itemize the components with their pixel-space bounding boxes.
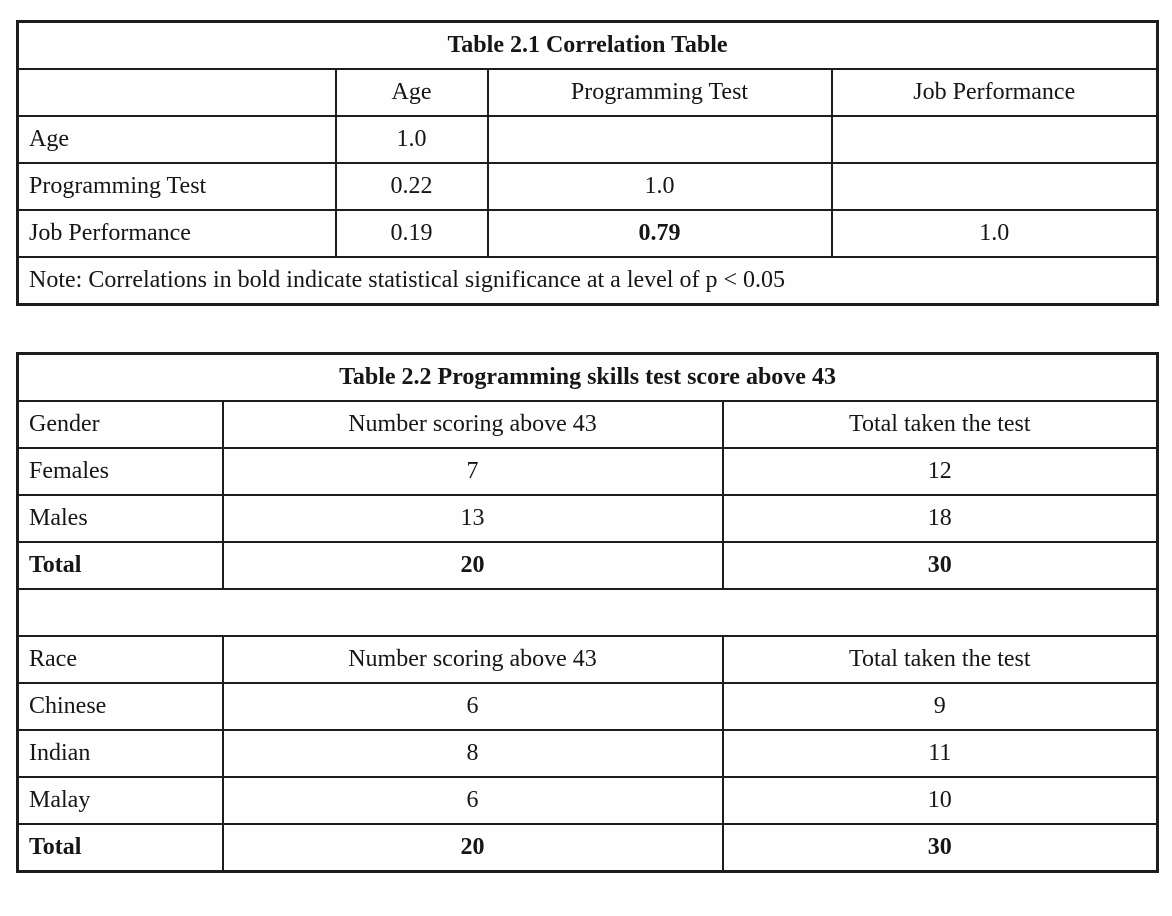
corr-value-age-job (830, 115, 1159, 164)
table-row-malay: Malay 6 10 (16, 776, 1159, 825)
corr-value-age-age: 1.0 (334, 115, 489, 164)
race-header-above: Number scoring above 43 (221, 635, 724, 684)
table-row-chinese: Chinese 6 9 (16, 682, 1159, 731)
correlation-table-header-row: Age Programming Test Job Performance (16, 68, 1159, 117)
correlation-table: Table 2.1 Correlation Table Age Programm… (16, 20, 1160, 306)
table-gap (16, 306, 1158, 352)
row-label: Age (16, 115, 337, 164)
corr-value-age-prog (486, 115, 833, 164)
table-row-age: Age 1.0 (16, 115, 1159, 164)
correlation-note: Note: Correlations in bold indicate stat… (16, 256, 1159, 306)
race-header-row: Race Number scoring above 43 Total taken… (16, 635, 1159, 684)
corr-value-prog-prog: 1.0 (486, 162, 833, 211)
section-separator-row (17, 588, 1158, 637)
race-total-row: Total 20 30 (16, 823, 1159, 873)
row-label: Indian (16, 729, 224, 778)
row-label: Females (16, 447, 224, 496)
males-above-count: 13 (221, 494, 724, 543)
corr-value-job-age: 0.19 (334, 209, 489, 258)
race-total-above-count: 20 (221, 823, 724, 873)
gender-header-total: Total taken the test (721, 400, 1159, 449)
indian-total-count: 11 (721, 729, 1159, 778)
gender-total-above-count: 20 (221, 541, 724, 590)
correlation-table-note-row: Note: Correlations in bold indicate stat… (16, 256, 1159, 306)
table-row-programming-test: Programming Test 0.22 1.0 (16, 162, 1159, 211)
corr-value-prog-job (830, 162, 1159, 211)
males-total-count: 18 (721, 494, 1159, 543)
corr-header-programming-test: Programming Test (486, 68, 833, 117)
chinese-total-count: 9 (721, 682, 1159, 731)
skills-test-table: Table 2.2 Programming skills test score … (16, 352, 1160, 873)
skills-table-title: Table 2.2 Programming skills test score … (16, 352, 1159, 402)
table-row-males: Males 13 18 (16, 494, 1159, 543)
row-label: Total (16, 823, 224, 873)
table-row-females: Females 7 12 (16, 447, 1159, 496)
document-page: Table 2.1 Correlation Table Age Programm… (16, 20, 1160, 873)
corr-header-empty (16, 68, 337, 117)
gender-total-row: Total 20 30 (16, 541, 1159, 590)
row-label: Total (16, 541, 224, 590)
correlation-table-title: Table 2.1 Correlation Table (16, 20, 1159, 70)
corr-value-prog-age: 0.22 (334, 162, 489, 211)
corr-header-age: Age (334, 68, 489, 117)
table-row-indian: Indian 8 11 (16, 729, 1159, 778)
gender-total-taken-count: 30 (721, 541, 1159, 590)
corr-value-job-job: 1.0 (830, 209, 1159, 258)
gender-header-category: Gender (16, 400, 224, 449)
malay-above-count: 6 (221, 776, 724, 825)
row-label: Programming Test (16, 162, 337, 211)
females-total-count: 12 (721, 447, 1159, 496)
race-header-category: Race (16, 635, 224, 684)
chinese-above-count: 6 (221, 682, 724, 731)
correlation-table-title-row: Table 2.1 Correlation Table (16, 20, 1159, 70)
row-label: Job Performance (16, 209, 337, 258)
row-label: Males (16, 494, 224, 543)
corr-value-job-prog-significant: 0.79 (486, 209, 833, 258)
indian-above-count: 8 (221, 729, 724, 778)
row-label: Chinese (16, 682, 224, 731)
section-separator (17, 588, 1158, 637)
malay-total-count: 10 (721, 776, 1159, 825)
table-row-job-performance: Job Performance 0.19 0.79 1.0 (16, 209, 1159, 258)
race-total-taken-count: 30 (721, 823, 1159, 873)
gender-header-above: Number scoring above 43 (221, 400, 724, 449)
gender-header-row: Gender Number scoring above 43 Total tak… (16, 400, 1159, 449)
females-above-count: 7 (221, 447, 724, 496)
skills-table-title-row: Table 2.2 Programming skills test score … (16, 352, 1159, 402)
race-header-total: Total taken the test (721, 635, 1159, 684)
corr-header-job-performance: Job Performance (830, 68, 1159, 117)
row-label: Malay (16, 776, 224, 825)
